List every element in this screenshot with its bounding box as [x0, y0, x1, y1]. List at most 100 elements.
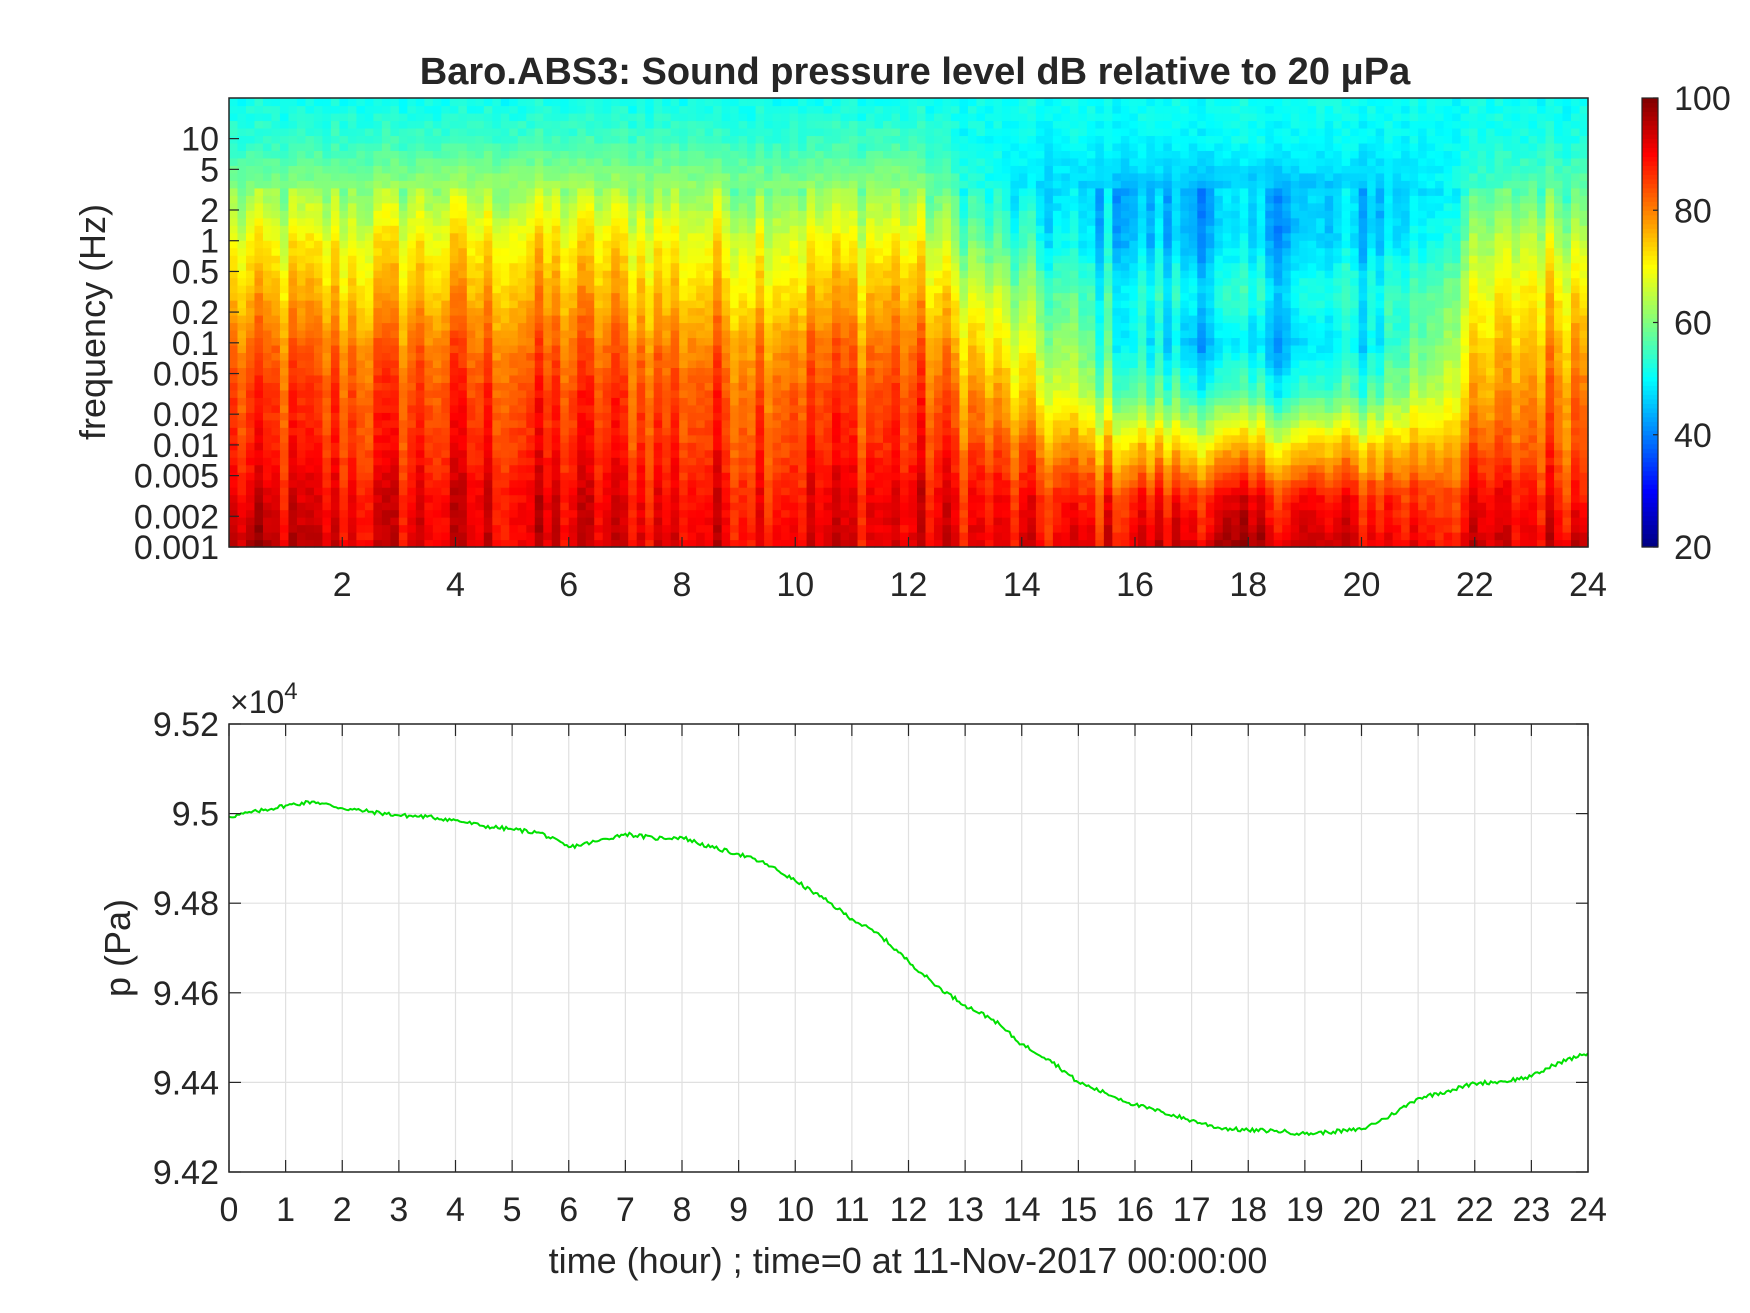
heatmap-cell: [296, 337, 307, 346]
heatmap-cell: [245, 464, 256, 473]
heatmap-cell: [560, 464, 570, 473]
heatmap-cell: [466, 262, 476, 271]
heatmap-cell: [874, 374, 884, 383]
heatmap-cell: [449, 472, 459, 481]
heatmap-cell: [670, 217, 680, 226]
heatmap-cell: [908, 524, 918, 533]
heatmap-cell: [849, 247, 859, 256]
heatmap-cell: [585, 479, 595, 488]
heatmap-cell: [764, 509, 774, 518]
heatmap-cell: [322, 277, 332, 286]
heatmap-cell: [483, 427, 493, 436]
heatmap-cell: [611, 255, 621, 264]
heatmap-cell: [449, 300, 459, 309]
heatmap-cell: [916, 240, 927, 249]
heatmap-cell: [891, 389, 901, 398]
heatmap-cell: [628, 434, 638, 443]
heatmap-cell: [823, 270, 833, 279]
heatmap-cell: [611, 494, 621, 503]
heatmap-cell: [526, 315, 536, 324]
heatmap-cell: [526, 225, 536, 234]
heatmap-cell: [933, 532, 944, 541]
heatmap-cell: [815, 232, 825, 241]
heatmap-cell: [568, 337, 578, 346]
heatmap-cell: [781, 172, 791, 181]
heatmap-cell: [543, 517, 553, 526]
heatmap-cell: [764, 255, 774, 264]
heatmap-cell: [755, 404, 765, 413]
heatmap-cell: [925, 427, 935, 436]
heatmap-cell: [458, 202, 468, 211]
heatmap-cell: [271, 532, 281, 541]
heatmap-cell: [594, 142, 604, 151]
heatmap-cell: [645, 217, 655, 226]
heatmap-cell: [500, 494, 510, 503]
heatmap-cell: [509, 374, 519, 383]
heatmap-cell: [322, 135, 332, 144]
heatmap-cell: [611, 262, 621, 271]
heatmap-cell: [806, 494, 816, 503]
heatmap-cell: [551, 494, 561, 503]
heatmap-cell: [534, 352, 544, 361]
heatmap-cell: [849, 232, 859, 241]
heatmap-cell: [458, 427, 468, 436]
heatmap-cell: [322, 344, 332, 354]
heatmap-cell: [721, 292, 731, 301]
heatmap-cell: [432, 502, 442, 511]
heatmap-cell: [407, 157, 417, 166]
heatmap-cell: [288, 524, 298, 533]
heatmap-cell: [679, 517, 689, 526]
heatmap-cell: [237, 240, 247, 249]
heatmap-cell: [296, 240, 307, 249]
heatmap-cell: [704, 442, 714, 451]
heatmap-cell: [594, 337, 604, 346]
heatmap-cell: [254, 434, 264, 443]
heatmap-cell: [415, 315, 425, 324]
heatmap-cell: [526, 517, 536, 526]
heatmap-cell: [832, 202, 842, 211]
heatmap-cell: [925, 322, 935, 331]
heatmap-cell: [432, 539, 442, 548]
heatmap-cell: [619, 479, 629, 488]
heatmap-cell: [390, 389, 400, 398]
heatmap-cell: [721, 195, 731, 204]
heatmap-cell: [602, 105, 612, 114]
heatmap-cell: [415, 367, 425, 376]
heatmap-cell: [407, 195, 417, 204]
heatmap-cell: [364, 382, 374, 391]
heatmap-cell: [823, 329, 833, 339]
heatmap-cell: [568, 232, 578, 241]
heatmap-cell: [279, 509, 290, 518]
heatmap-cell: [823, 292, 833, 301]
heatmap-cell: [840, 427, 850, 436]
heatmap-cell: [330, 322, 341, 331]
heatmap-cell: [373, 434, 383, 443]
heatmap-cell: [373, 494, 383, 503]
heatmap-cell: [466, 105, 476, 114]
heatmap-cell: [662, 374, 672, 383]
heatmap-cell: [296, 449, 307, 458]
heatmap-cell: [900, 120, 910, 129]
heatmap-cell: [339, 434, 349, 443]
heatmap-cell: [840, 509, 850, 518]
heatmap-cell: [747, 300, 757, 309]
heatmap-cell: [330, 442, 341, 451]
heatmap-cell: [296, 509, 307, 518]
heatmap-cell: [628, 307, 638, 316]
heatmap-cell: [900, 487, 910, 496]
heatmap-cell: [364, 277, 374, 286]
heatmap-cell: [245, 120, 256, 129]
heatmap-cell: [347, 337, 357, 346]
heatmap-cell: [653, 397, 663, 406]
heatmap-cell: [781, 464, 791, 473]
heatmap-cell: [262, 412, 273, 421]
heatmap-cell: [322, 202, 332, 211]
heatmap-cell: [670, 337, 680, 346]
heatmap-cell: [364, 120, 374, 129]
heatmap-cell: [415, 307, 425, 316]
heatmap-cell: [849, 359, 859, 368]
heatmap-cell: [730, 262, 740, 271]
heatmap-cell: [636, 142, 646, 151]
heatmap-cell: [883, 232, 893, 241]
heatmap-cell: [585, 127, 595, 137]
